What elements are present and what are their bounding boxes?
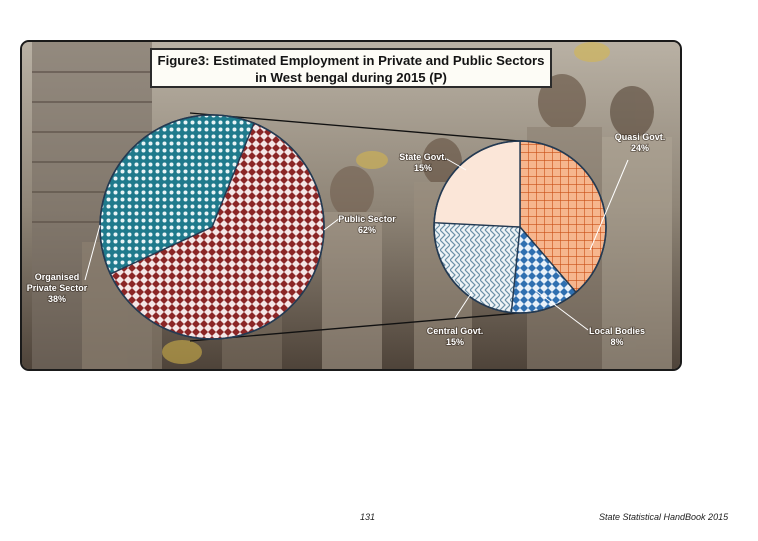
slice-label-central: Central Govt. xyxy=(427,326,484,336)
connector-line-1 xyxy=(189,112,521,142)
pie-slice-central xyxy=(433,221,521,314)
pie-outline-2 xyxy=(433,140,607,314)
slice-label-organised: Organised xyxy=(35,272,80,282)
slice-label-quasi: Quasi Govt. xyxy=(615,132,666,142)
slice-value-local: 8% xyxy=(610,337,623,347)
leader-line-quasi xyxy=(589,159,629,251)
slice-label-organised: Private Sector xyxy=(27,283,88,293)
label-leader-lines xyxy=(84,157,629,331)
leader-line-local xyxy=(534,289,589,331)
slice-value-organised: 38% xyxy=(48,294,66,304)
leader-line-organised xyxy=(84,224,101,281)
publication-footer: State Statistical HandBook 2015 xyxy=(599,512,729,522)
slice-value-central: 15% xyxy=(446,337,464,347)
sector-pie xyxy=(99,114,325,340)
page-number: 131 xyxy=(360,512,376,522)
slice-value-public: 62% xyxy=(358,225,376,235)
connector-line-2 xyxy=(189,312,521,342)
leader-line-public xyxy=(323,217,341,231)
slice-value-state: 15% xyxy=(414,163,432,173)
zoom-connector-lines xyxy=(189,112,521,342)
slice-label-public: Public Sector xyxy=(338,214,396,224)
public-breakdown-pie xyxy=(433,140,607,314)
slice-value-quasi: 24% xyxy=(631,143,649,153)
leader-line-state xyxy=(444,157,467,171)
leader-line-central xyxy=(454,291,473,319)
slice-label-state: State Govt. xyxy=(399,152,447,162)
chart-title: Figure3: Estimated Employment in Private… xyxy=(150,48,552,88)
pie-slice-state xyxy=(433,140,521,228)
slice-label-local: Local Bodies xyxy=(589,326,645,336)
pie-outline-1 xyxy=(99,114,325,340)
